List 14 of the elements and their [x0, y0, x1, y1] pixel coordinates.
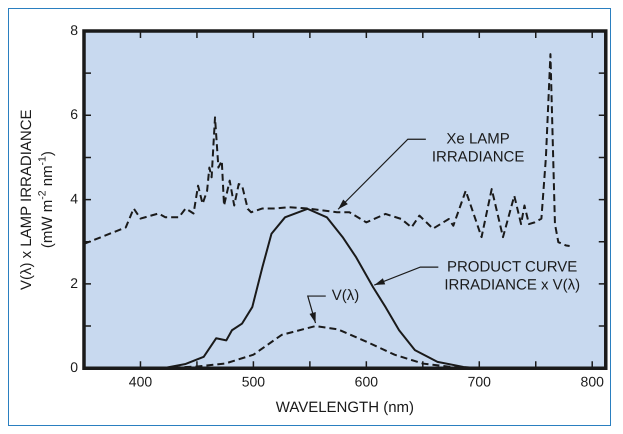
y-tick-label: 8 — [70, 22, 78, 38]
annotation: V(λ) — [332, 287, 360, 304]
y-tick-label: 4 — [70, 190, 78, 206]
y-tick-label: 2 — [70, 274, 78, 291]
annotation: PRODUCT CURVE IRRADIANCE x V(λ) — [444, 258, 580, 294]
x-tick-label: 500 — [242, 373, 266, 390]
y-tick-label: 0 — [70, 359, 78, 376]
x-tick-label: 800 — [580, 373, 604, 390]
x-tick-label: 600 — [354, 373, 378, 390]
y-tick-label: 6 — [70, 106, 78, 122]
x-tick-label: 700 — [468, 373, 492, 390]
x-tick-label: 400 — [128, 373, 152, 390]
x-axis-title: WAVELENGTH (nm) — [276, 399, 414, 416]
annotation: Xe LAMP IRRADIANCE — [432, 130, 524, 166]
